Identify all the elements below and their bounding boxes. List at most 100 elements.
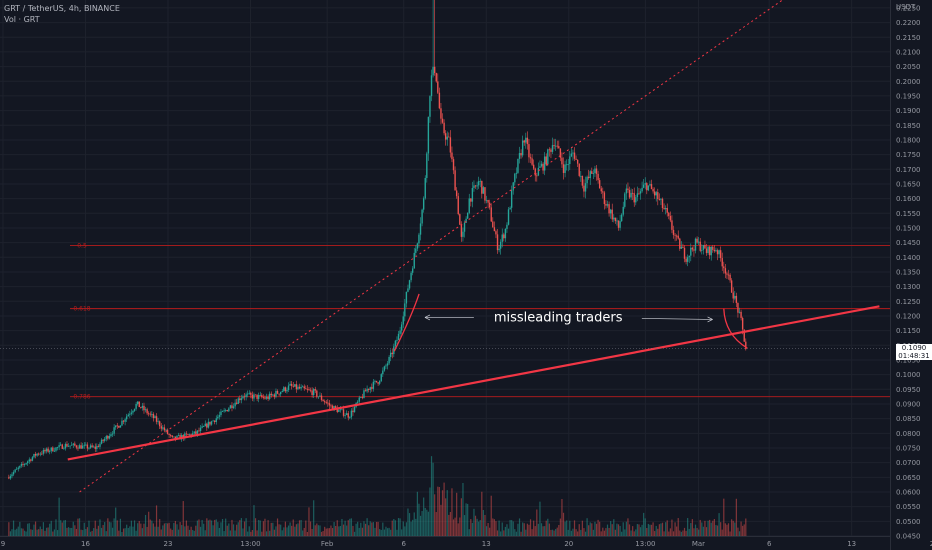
candle-body xyxy=(506,224,508,229)
symbol-label: GRT / TetherUS, 4h, BINANCE xyxy=(4,4,120,13)
candle-body xyxy=(418,234,420,244)
candle-body xyxy=(118,425,120,428)
volume-bar xyxy=(151,520,153,536)
volume-bar xyxy=(250,531,252,536)
candle-body xyxy=(473,185,475,188)
annotation-text: missleading traders xyxy=(494,310,623,325)
volume-bar xyxy=(495,521,497,536)
candle-body xyxy=(734,295,736,299)
candle-body xyxy=(107,436,109,439)
volume-bar xyxy=(309,521,312,536)
candle-body xyxy=(37,453,40,455)
volume-bar xyxy=(168,522,170,536)
candle-body xyxy=(149,413,151,415)
volume-bar xyxy=(119,518,122,536)
candle-body xyxy=(102,439,104,441)
candle-body xyxy=(147,413,150,415)
candle-body xyxy=(663,208,665,210)
candle-body xyxy=(314,389,316,391)
candle-body xyxy=(386,363,389,366)
candle-body xyxy=(232,406,235,408)
candle-body xyxy=(682,246,684,248)
volume-bar xyxy=(611,524,613,536)
y-tick-label: 0.0700 xyxy=(896,459,921,467)
volume-bar xyxy=(716,525,719,536)
candle-body xyxy=(144,409,147,411)
candle-body xyxy=(141,405,144,408)
volume-bar xyxy=(570,530,572,536)
candle-body xyxy=(712,246,714,250)
y-tick-label: 0.1150 xyxy=(896,327,921,335)
candle-body xyxy=(56,447,59,448)
volume-bar xyxy=(440,504,442,536)
candle-body xyxy=(657,192,659,200)
candle-body xyxy=(741,317,744,330)
volume-bar xyxy=(352,525,354,536)
volume-bar xyxy=(16,528,18,536)
volume-bar xyxy=(302,530,304,536)
candle-body xyxy=(636,193,639,198)
candle-body xyxy=(166,429,169,435)
candle-body xyxy=(119,425,122,428)
candle-body xyxy=(565,164,568,166)
candle-body xyxy=(627,188,629,191)
volume-bar xyxy=(533,520,535,536)
candle-body xyxy=(619,221,621,228)
volume-bar xyxy=(132,526,134,536)
candle-body xyxy=(305,388,307,390)
candle-body xyxy=(514,173,516,183)
volume-bar xyxy=(138,520,140,536)
volume-bar xyxy=(366,518,368,536)
volume-bar xyxy=(485,526,488,536)
volume-bar xyxy=(41,529,43,536)
volume-bar xyxy=(58,497,60,536)
candle-body xyxy=(191,433,194,436)
candle-body xyxy=(173,436,175,438)
candle-body xyxy=(496,234,499,251)
candle-body xyxy=(625,188,628,194)
volume-bar xyxy=(547,518,549,536)
volume-bar xyxy=(349,518,351,536)
candle-body xyxy=(683,247,686,259)
candle-body xyxy=(704,244,706,249)
volume-bar xyxy=(176,524,178,536)
candle-body xyxy=(195,431,197,434)
volume-bar xyxy=(217,522,219,536)
candle-body xyxy=(92,446,95,448)
candle-body xyxy=(311,390,313,395)
volume-bar xyxy=(187,525,189,536)
candle-body xyxy=(234,402,236,407)
volume-bar xyxy=(67,527,70,536)
candle-body xyxy=(275,390,277,397)
volume-bar xyxy=(306,531,308,536)
volume-bar xyxy=(363,521,365,536)
candle-body xyxy=(655,192,657,196)
x-tick-label: 20 xyxy=(564,540,573,548)
volume-bar xyxy=(410,521,412,536)
candle-body xyxy=(339,409,342,411)
candle-body xyxy=(509,207,511,210)
volume-bar xyxy=(264,518,266,536)
candle-body xyxy=(561,157,563,165)
volume-bar xyxy=(589,522,591,536)
volume-bar xyxy=(311,528,313,536)
volume-bar xyxy=(404,526,406,536)
volume-bar xyxy=(188,529,191,536)
volume-bar xyxy=(221,518,224,536)
candle-body xyxy=(272,394,274,396)
volume-bar xyxy=(520,531,522,536)
volume-bar xyxy=(454,517,456,536)
candle-body xyxy=(493,227,496,232)
candle-body xyxy=(268,393,271,399)
volume-bar xyxy=(300,520,302,536)
candle-body xyxy=(210,421,213,425)
volume-bar xyxy=(660,523,662,536)
candle-body xyxy=(578,163,580,176)
candle-body xyxy=(669,215,672,221)
y-tick-label: 0.1850 xyxy=(896,122,921,130)
candle-body xyxy=(12,472,15,475)
arrow-head xyxy=(424,314,431,321)
candle-body xyxy=(743,329,745,342)
volume-bar xyxy=(638,524,640,536)
